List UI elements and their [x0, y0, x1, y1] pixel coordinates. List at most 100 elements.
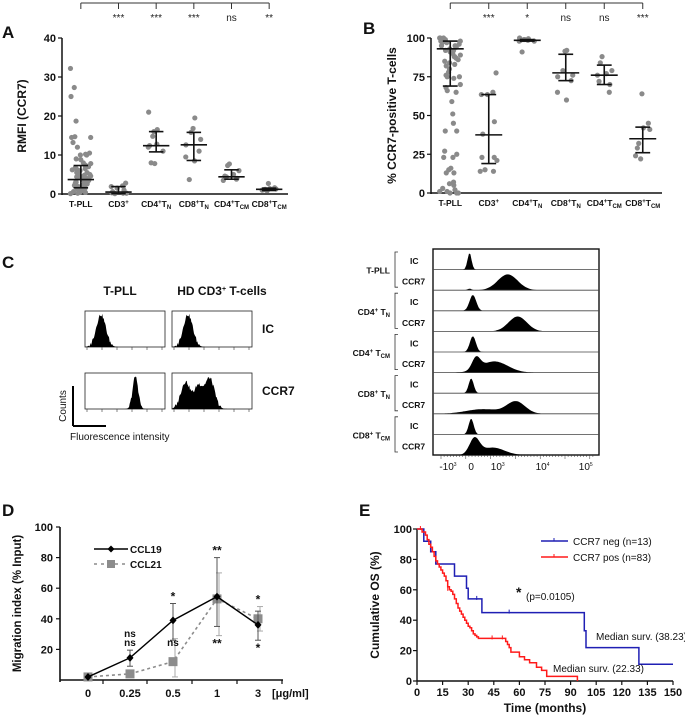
- y-tick-label: 100: [394, 524, 412, 536]
- significance-label: ns: [599, 13, 610, 24]
- x-tick-label: 150: [664, 687, 682, 699]
- x-tick-label: 0: [414, 687, 420, 699]
- x-tick-label: 0: [85, 688, 91, 700]
- data-point: [457, 81, 463, 88]
- data-point: [482, 167, 488, 173]
- data-point: [451, 170, 457, 176]
- significance-label: *: [525, 13, 529, 24]
- group-bracket: [394, 416, 398, 453]
- data-point: [563, 97, 570, 103]
- data-point: [186, 176, 192, 183]
- x-tick-label: 105: [579, 462, 593, 473]
- data-point: [446, 181, 453, 187]
- y-tick-label: 20: [44, 111, 56, 123]
- y-tick-label: 0: [419, 188, 425, 200]
- data-point: [442, 58, 448, 64]
- data-point: [634, 145, 640, 151]
- data-point: [606, 89, 612, 95]
- data-point: [438, 43, 445, 49]
- panel-C-left: C T-PLL HD CD3+ T-cells IC CCR7 CountsFluores…: [2, 253, 295, 443]
- legend-label: CCL19: [130, 545, 162, 556]
- x-tick-label: -103: [439, 462, 456, 473]
- histogram-fill: [85, 313, 165, 347]
- significance-label: ns: [167, 638, 179, 649]
- data-point: [443, 63, 449, 69]
- group-bracket: [394, 334, 398, 370]
- histogram-fill: [433, 437, 599, 455]
- significance-label: *: [171, 590, 176, 604]
- marker-ccl19: [169, 616, 177, 625]
- y-axis-label: Migration index (% Input): [12, 535, 24, 673]
- y-tick-label: 100: [35, 522, 53, 534]
- group-bracket: [394, 375, 398, 412]
- significance-label: **: [265, 13, 273, 24]
- category-label: T-PLL: [69, 199, 93, 209]
- significance-label: **: [212, 637, 222, 651]
- row-label: CCR7: [402, 359, 425, 369]
- y-tick-label: 50: [413, 111, 425, 123]
- data-point: [632, 153, 639, 159]
- histogram-frame: [84, 372, 166, 410]
- data-point: [636, 140, 642, 146]
- legend-marker-ccl21: [107, 560, 115, 568]
- data-point: [152, 160, 158, 167]
- data-point: [88, 173, 94, 179]
- data-point: [73, 118, 79, 124]
- data-point: [88, 134, 94, 141]
- data-point: [190, 125, 196, 132]
- data-point: [454, 190, 460, 196]
- panel-C-right: IC CCR7 IC CCR7 IC CCR7 IC CCR7 IC CCR7 T-PLL CD4+ …: [353, 248, 600, 473]
- data-point: [69, 134, 75, 141]
- significance-label: ***: [150, 13, 162, 24]
- data-point: [441, 154, 447, 160]
- data-point: [444, 88, 450, 94]
- x-tick-label: 104: [536, 462, 550, 473]
- data-point: [67, 191, 74, 197]
- data-point: [490, 89, 496, 95]
- legend-label: CCL21: [130, 560, 162, 571]
- data-point: [146, 109, 152, 115]
- x-tick-label: 120: [613, 687, 631, 699]
- significance-label: ns: [226, 13, 237, 24]
- data-point: [450, 120, 457, 126]
- marker-ccl21: [168, 657, 178, 667]
- data-point: [84, 152, 90, 158]
- median-label-pos: Median surv. (22.33): [553, 664, 644, 675]
- y-tick-label: 10: [44, 150, 56, 162]
- category-label: CD8+TCM: [252, 199, 287, 211]
- y-tick-label: 60: [41, 583, 53, 595]
- data-point: [196, 148, 202, 154]
- row-label: CCR7: [262, 384, 295, 398]
- histogram-fill: [433, 316, 599, 332]
- data-point: [183, 154, 189, 160]
- panel-A: A 0 10 20 30 40 RMFI (CCR7) *** *** *** ns ** T-PLL C…: [2, 2, 288, 211]
- group-label: CD4+ TCM: [353, 348, 390, 360]
- counts-label: Counts: [58, 390, 69, 422]
- marker-ccl19: [213, 592, 221, 601]
- data-point: [73, 156, 79, 162]
- legend-label: CCR7 pos (n=83): [573, 553, 651, 564]
- group-label: CD8+ TN: [358, 389, 390, 401]
- panel-label: E: [359, 501, 370, 520]
- data-point: [455, 57, 461, 63]
- pvalue-star: *: [516, 584, 522, 600]
- data-point: [70, 139, 76, 146]
- data-point: [638, 156, 644, 162]
- y-tick-label: 80: [400, 554, 412, 566]
- data-point: [451, 75, 457, 81]
- histogram-fill: [433, 274, 599, 291]
- category-label: CD4+TN: [512, 198, 542, 210]
- y-tick-label: 30: [44, 72, 56, 84]
- category-label: CD3+: [478, 198, 499, 208]
- data-point: [452, 61, 458, 67]
- significance-label: ns: [124, 629, 136, 640]
- panel-label: A: [2, 23, 14, 42]
- histogram-fill: [433, 378, 599, 394]
- data-point: [570, 72, 576, 78]
- data-point: [597, 60, 603, 66]
- row-label: IC: [410, 297, 419, 307]
- histogram-fill: [433, 401, 599, 414]
- y-tick-label: 20: [41, 644, 53, 656]
- row-label: CCR7: [402, 400, 425, 410]
- group-bracket: [394, 292, 398, 329]
